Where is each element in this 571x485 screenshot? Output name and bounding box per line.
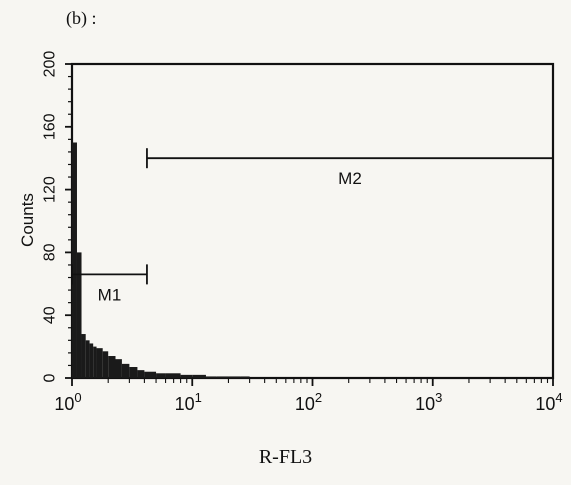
x-tick-label: 103 bbox=[415, 390, 442, 414]
histogram-bar bbox=[137, 370, 145, 378]
histogram-bar bbox=[108, 356, 116, 378]
histogram-bar bbox=[165, 373, 181, 378]
histogram-bar bbox=[72, 142, 77, 378]
histogram-bar bbox=[228, 376, 241, 378]
histogram-bar bbox=[205, 376, 217, 378]
histogram-bar bbox=[76, 252, 82, 378]
histogram-bar bbox=[96, 348, 103, 378]
histogram-bar bbox=[192, 374, 206, 378]
x-tick-label: 100 bbox=[54, 390, 81, 414]
y-tick-label: 200 bbox=[42, 51, 59, 78]
plot-frame bbox=[70, 62, 555, 380]
marker-m1-label: M1 bbox=[98, 285, 122, 304]
histogram-bar bbox=[102, 351, 109, 378]
histogram-bar bbox=[240, 376, 250, 378]
histogram-bar bbox=[81, 334, 86, 378]
x-tick-label: 104 bbox=[535, 390, 562, 414]
histogram-bar bbox=[144, 371, 157, 378]
histogram-bar bbox=[156, 373, 166, 378]
histogram-bar bbox=[121, 363, 130, 378]
y-tick-label: 0 bbox=[42, 373, 59, 382]
marker-m2-label: M2 bbox=[338, 169, 362, 188]
histogram-bar bbox=[115, 359, 122, 378]
histogram-bar bbox=[85, 340, 90, 378]
panel-label: (b) : bbox=[66, 8, 97, 28]
x-axis-label: R-FL3 bbox=[258, 446, 313, 468]
y-tick-label: 80 bbox=[42, 243, 59, 261]
histogram-bar bbox=[216, 376, 229, 378]
histogram-bar bbox=[93, 346, 97, 378]
histogram-bar bbox=[180, 374, 193, 378]
y-tick-label: 40 bbox=[42, 306, 59, 324]
x-tick-label: 102 bbox=[295, 390, 322, 414]
histogram-bar bbox=[89, 343, 94, 378]
histogram-bar bbox=[129, 367, 138, 378]
y-tick-label: 160 bbox=[42, 113, 59, 140]
x-tick-label: 101 bbox=[175, 390, 202, 414]
y-tick-label: 120 bbox=[42, 176, 59, 203]
